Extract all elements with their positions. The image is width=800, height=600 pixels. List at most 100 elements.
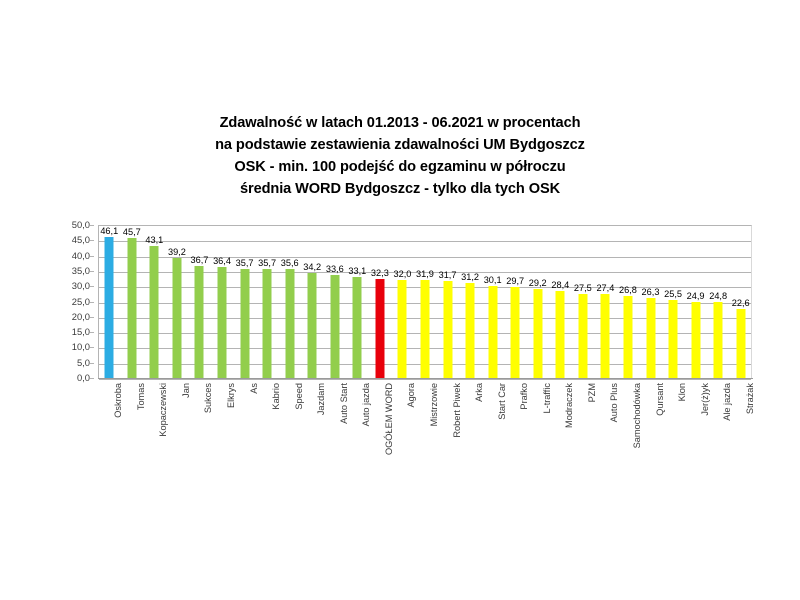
bar-slot[interactable]: 29,7 xyxy=(504,225,527,378)
x-axis-category-label: OGÓŁEM WORD xyxy=(383,383,394,455)
bar-value-label: 35,7 xyxy=(235,257,254,268)
bar-slot[interactable]: 33,1 xyxy=(346,225,369,378)
bar[interactable] xyxy=(307,273,317,378)
bar-slot[interactable]: 24,9 xyxy=(684,225,707,378)
bar-value-label: 22,6 xyxy=(731,297,750,308)
bar[interactable] xyxy=(465,282,475,378)
y-axis-tick-mark xyxy=(90,225,94,226)
bar[interactable] xyxy=(285,269,295,378)
bar[interactable] xyxy=(510,287,520,378)
bar[interactable] xyxy=(533,288,543,378)
bar-value-label: 31,9 xyxy=(416,269,434,280)
bar-slot[interactable]: 35,7 xyxy=(233,225,256,378)
bar-value-label: 32,0 xyxy=(393,269,412,280)
bar[interactable] xyxy=(127,238,137,378)
bar-value-label: 31,7 xyxy=(438,270,457,280)
bar[interactable] xyxy=(397,280,407,378)
bar-value-label: 28,4 xyxy=(551,280,570,291)
bar[interactable] xyxy=(149,246,159,378)
bar[interactable] xyxy=(691,301,701,378)
bar[interactable] xyxy=(104,236,114,378)
bar-slot[interactable]: 30,1 xyxy=(481,225,504,378)
bar-slot[interactable]: 32,3 xyxy=(369,225,392,378)
bar[interactable] xyxy=(713,302,723,378)
x-axis-category-label: Speed xyxy=(293,383,304,410)
x-axis-category-label: Qursant xyxy=(654,383,665,416)
x-axis-category-label: Tomas xyxy=(135,383,146,411)
bar-value-label: 31,2 xyxy=(461,271,480,282)
x-axis-category-label: Samochodówka xyxy=(631,383,642,449)
bar-slot[interactable]: 32,0 xyxy=(391,225,414,378)
bar[interactable] xyxy=(420,280,430,378)
bar[interactable] xyxy=(262,268,272,378)
bar-slot[interactable]: 31,7 xyxy=(436,225,459,378)
x-axis-category-label: Auto Plus xyxy=(609,383,620,423)
bar-slot[interactable]: 28,4 xyxy=(549,225,572,378)
chart-title-line-1: Zdawalność w latach 01.2013 - 06.2021 w … xyxy=(219,115,581,131)
bar[interactable] xyxy=(194,265,204,378)
bar-slot[interactable]: 24,8 xyxy=(707,225,730,378)
bar-slot[interactable]: 36,7 xyxy=(188,225,211,378)
bar[interactable] xyxy=(240,268,250,378)
chart-title-line-2: na podstawie zestawienia zdawalności UM … xyxy=(215,137,585,153)
x-axis-category-label: Auto jazda xyxy=(361,383,372,427)
bar-slot[interactable]: 43,1 xyxy=(143,225,166,378)
bar-slot[interactable]: 31,9 xyxy=(414,225,437,378)
bar-slot[interactable]: 31,2 xyxy=(459,225,482,378)
x-axis-category-label: Elkrys xyxy=(226,383,237,409)
bar-slot[interactable]: 45,7 xyxy=(121,225,144,378)
bar-value-label: 29,7 xyxy=(506,276,525,287)
bar-slot[interactable]: 29,2 xyxy=(526,225,549,378)
bar-slot[interactable]: 26,3 xyxy=(639,225,662,378)
bar[interactable] xyxy=(488,285,498,378)
bar-slot[interactable]: 27,4 xyxy=(594,225,617,378)
bar[interactable] xyxy=(443,281,453,378)
gridline xyxy=(99,271,751,273)
bar[interactable] xyxy=(555,291,565,378)
bar-slot[interactable]: 35,7 xyxy=(256,225,279,378)
bar-slot[interactable]: 39,2 xyxy=(166,225,189,378)
gridline xyxy=(99,241,751,243)
x-axis-category-label: PZM xyxy=(586,383,597,403)
bar-value-label: 46,1 xyxy=(100,225,119,236)
y-axis: 50,0 45,0 40,0 35,0 30,0 25,0 20,0 15,0 10,0 5,0 0… xyxy=(38,218,94,386)
y-axis-tick-mark xyxy=(90,316,94,318)
bar[interactable] xyxy=(646,297,655,378)
bar-slot[interactable]: 46,1 xyxy=(98,225,121,378)
bar[interactable] xyxy=(352,276,362,378)
bar-value-label: 33,1 xyxy=(348,265,367,276)
x-axis-category-label: Prafko xyxy=(519,383,530,410)
y-axis-tick-label: 10,0 xyxy=(71,341,90,353)
y-axis-tick-label: 20,0 xyxy=(71,310,90,322)
y-axis-tick-mark xyxy=(90,332,94,334)
bar[interactable] xyxy=(172,258,182,378)
bar-slot[interactable]: 22,6 xyxy=(729,225,752,378)
bar[interactable] xyxy=(330,275,340,378)
bar[interactable] xyxy=(578,293,588,378)
x-axis-category-label: Ale jazda xyxy=(722,383,733,421)
bar-value-label: 35,6 xyxy=(280,258,299,269)
y-axis-tick-label: 15,0 xyxy=(71,326,90,338)
bar-slot[interactable]: 33,6 xyxy=(324,225,347,378)
bar-value-label: 29,2 xyxy=(528,277,547,288)
bar[interactable] xyxy=(668,299,678,378)
bar-slot[interactable]: 36,4 xyxy=(211,225,234,378)
x-axis-category-label: Modraczek xyxy=(564,383,575,428)
y-axis-tick-mark xyxy=(90,301,94,303)
x-axis-category-label: Jazdam xyxy=(316,383,327,416)
bar-slot[interactable]: 25,5 xyxy=(662,225,685,378)
bar-slot[interactable]: 34,2 xyxy=(301,225,324,378)
bar-slot[interactable]: 27,5 xyxy=(572,225,595,378)
bar-value-label: 26,3 xyxy=(641,286,660,297)
bar[interactable] xyxy=(736,308,746,378)
bar-slot[interactable]: 35,6 xyxy=(278,225,301,378)
bar-value-label: 25,5 xyxy=(664,288,682,299)
bar-slot[interactable]: 26,8 xyxy=(617,225,640,378)
bar[interactable] xyxy=(375,279,385,378)
x-axis-category-label: Start Car xyxy=(496,383,507,420)
y-axis-tick-mark xyxy=(90,378,94,379)
bar[interactable] xyxy=(217,266,227,378)
bar[interactable] xyxy=(600,294,610,378)
bar[interactable] xyxy=(623,296,633,378)
